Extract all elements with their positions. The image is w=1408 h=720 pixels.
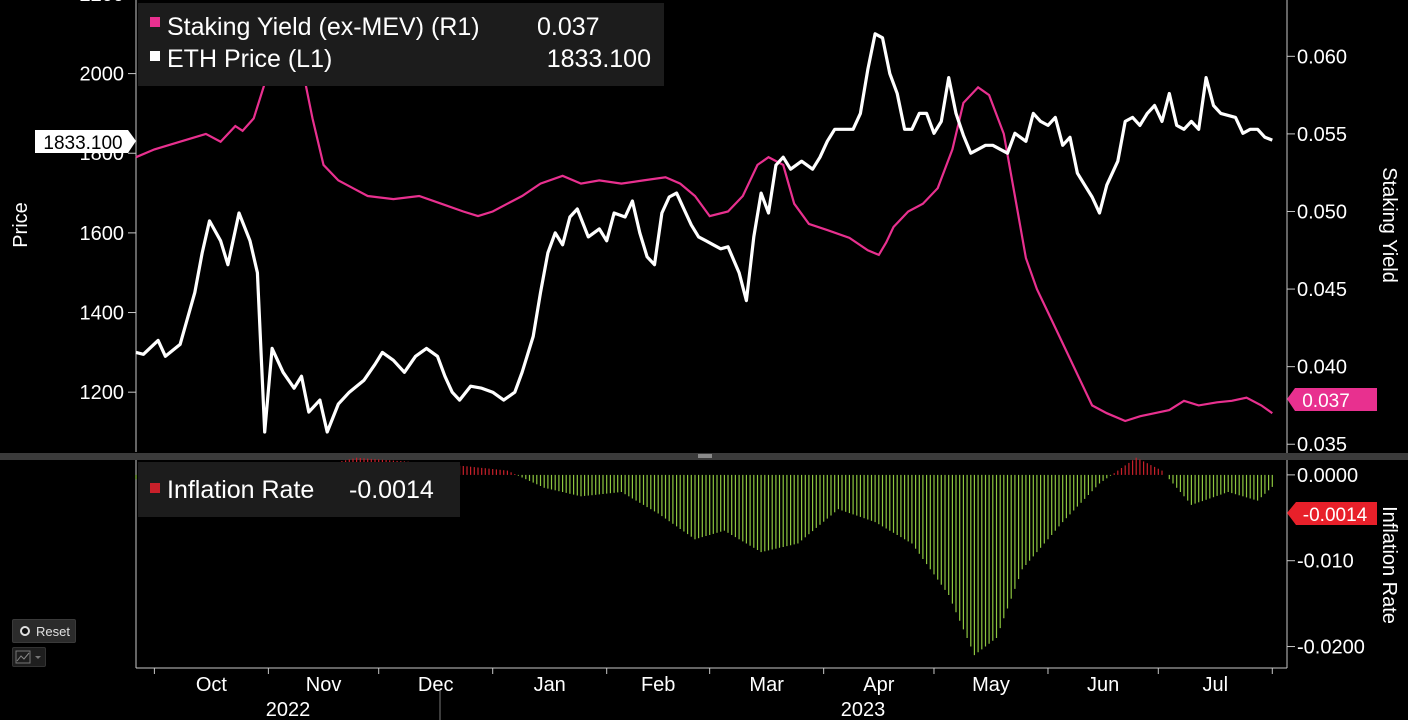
left-tick-label: 1200 xyxy=(80,382,125,404)
inflation-tick-label: 0.0000 xyxy=(1297,465,1358,487)
price-tag-text: 1833.100 xyxy=(43,133,122,154)
month-tick-label: Nov xyxy=(306,674,342,696)
left-tick-label: 1600 xyxy=(80,223,125,245)
month-axis-ticks: Oct Nov Dec Jan Feb Mar Apr May Jun Jul xyxy=(153,668,1273,696)
legend-upper: Staking Yield (ex-MEV) (R1) 0.037 ETH Pr… xyxy=(138,3,664,86)
month-tick-label: May xyxy=(972,674,1010,696)
right-tick-label: 0.040 xyxy=(1297,357,1347,379)
price-tag: 1833.100 xyxy=(35,130,136,154)
right-tick-label: 0.060 xyxy=(1297,46,1347,68)
legend-price-value: 1833.100 xyxy=(547,45,651,73)
inflation-tag: -0.0014 xyxy=(1287,502,1377,526)
chart-type-button[interactable] xyxy=(12,647,46,667)
left-tick-label: 1400 xyxy=(80,303,125,325)
left-axis-title: Price xyxy=(10,202,32,248)
eth-price-line xyxy=(135,32,1273,434)
legend-upper-bg xyxy=(138,3,664,86)
inflation-axis-title: Inflation Rate xyxy=(1378,506,1400,624)
legend-price-swatch xyxy=(150,51,160,61)
month-tick-label: Mar xyxy=(749,674,784,696)
right-tick-label: 0.050 xyxy=(1297,201,1347,223)
month-tick-label: Jan xyxy=(534,674,566,696)
legend-yield-label: Staking Yield (ex-MEV) (R1) xyxy=(167,13,480,41)
left-tick-label: 2000 xyxy=(80,64,125,86)
month-tick-label: Jun xyxy=(1087,674,1119,696)
yield-tag: 0.037 xyxy=(1287,388,1377,412)
month-tick-label: Apr xyxy=(863,674,894,696)
plot-frame xyxy=(135,0,1288,669)
legend-price-label: ETH Price (L1) xyxy=(167,45,332,73)
inflation-bars xyxy=(135,457,1273,656)
panel-separator-handle[interactable] xyxy=(698,454,712,458)
reset-button[interactable]: Reset xyxy=(12,619,76,643)
month-tick-label: Jul xyxy=(1203,674,1229,696)
reset-icon xyxy=(20,626,30,636)
month-tick-label: Dec xyxy=(418,674,454,696)
right-tick-label: 0.035 xyxy=(1297,434,1347,456)
inflation-axis-ticks: 0.0000 -0.010 -0.0200 xyxy=(1287,465,1365,659)
yield-tag-text: 0.037 xyxy=(1302,391,1350,412)
staking-yield-line xyxy=(135,31,1273,423)
year-label-2023: 2023 xyxy=(841,699,886,720)
reset-label: Reset xyxy=(36,623,70,639)
left-tick-label: 2200 xyxy=(80,0,125,6)
legend-yield-swatch xyxy=(150,17,160,27)
legend-inflation-label: Inflation Rate xyxy=(167,476,314,504)
month-tick-label: Oct xyxy=(196,674,228,696)
legend-inflation-swatch xyxy=(150,483,160,493)
right-axis-ticks: 0.060 0.055 0.050 0.045 0.040 0.035 xyxy=(1287,46,1347,456)
line-chart-icon xyxy=(15,650,41,664)
legend-lower-bg xyxy=(138,462,460,517)
legend-inflation-value: -0.0014 xyxy=(349,476,434,504)
inflation-tick-label: -0.0200 xyxy=(1297,637,1365,659)
right-axis-title: Staking Yield xyxy=(1378,167,1400,283)
year-label-2022: 2022 xyxy=(266,699,311,720)
right-tick-label: 0.045 xyxy=(1297,279,1347,301)
legend-yield-value: 0.037 xyxy=(537,13,600,41)
month-tick-label: Feb xyxy=(641,674,675,696)
inflation-tick-label: -0.010 xyxy=(1297,551,1354,573)
left-axis-ticks: 220020001800160014001200 xyxy=(80,0,136,404)
right-tick-label: 0.055 xyxy=(1297,124,1347,146)
legend-lower: Inflation Rate -0.0014 xyxy=(138,462,460,517)
inflation-tag-text: -0.0014 xyxy=(1303,505,1368,526)
